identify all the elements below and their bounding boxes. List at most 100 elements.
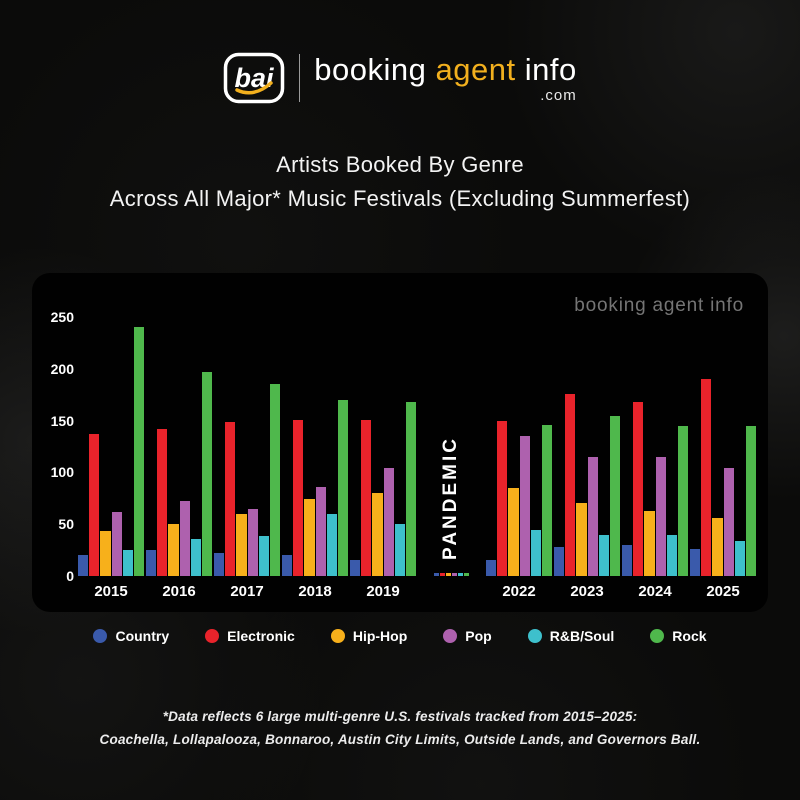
bar-rock-2017: [269, 384, 281, 576]
bar-country-2019: [350, 560, 361, 576]
wordmark-suffix: .com: [540, 86, 577, 104]
bar-country-2023: [554, 547, 565, 576]
bar-group-2024: 2024: [622, 317, 689, 600]
bar-rock-pandemic: [463, 572, 469, 576]
x-axis-label-2015: 2015: [94, 583, 128, 600]
bar-group-pandemic: PANDEMIC: [418, 317, 484, 576]
legend-label-pop: Pop: [465, 628, 492, 644]
bar-pop-2015: [111, 511, 122, 576]
pandemic-label: PANDEMIC: [440, 436, 461, 560]
legend-swatch-rock: [650, 629, 665, 643]
legend-label-rock: Rock: [672, 628, 707, 644]
plot-area: 2015 2016 2017 2018 2019 PANDEMIC 2022 2023 2024…: [78, 317, 757, 600]
bar-pop-2022: [519, 436, 530, 576]
bar-hip-hop-2022: [508, 487, 519, 576]
legend-label-r-b-soul: R&B/Soul: [549, 628, 615, 644]
bar-rock-2018: [337, 399, 349, 576]
y-tick-50: 50: [58, 516, 74, 533]
bar-pop-2023: [587, 456, 598, 576]
bar-pop-2017: [247, 508, 258, 576]
bar-rock-2019: [405, 401, 417, 576]
bar-pop-2016: [179, 501, 190, 576]
bar-country-2018: [282, 555, 293, 576]
bar-group-2017: 2017: [214, 317, 281, 600]
bar-hip-hop-2023: [576, 503, 587, 576]
x-axis-label-2024: 2024: [638, 583, 672, 600]
bar-group-2016: 2016: [146, 317, 213, 600]
bar-hip-hop-2025: [712, 517, 723, 576]
bar-r-b-soul-2025: [734, 540, 745, 576]
x-axis-label-2022: 2022: [502, 583, 536, 600]
bar-r-b-soul-2022: [530, 530, 541, 576]
footnote-line-1: *Data reflects 6 large multi-genre U.S. …: [162, 709, 638, 724]
bar-pop-2025: [723, 468, 734, 576]
bar-pop-2018: [315, 486, 326, 576]
bar-r-b-soul-2018: [326, 513, 337, 576]
title-line-1: Artists Booked By Genre: [276, 152, 524, 177]
legend-swatch-pop: [443, 629, 458, 643]
x-axis-label-2017: 2017: [230, 583, 264, 600]
bar-country-2017: [214, 553, 225, 576]
bar-r-b-soul-pandemic: [457, 572, 463, 576]
bar-rock-2025: [745, 425, 757, 576]
bar-r-b-soul-2017: [258, 535, 269, 576]
bar-country-2022: [486, 560, 497, 576]
legend-label-country: Country: [115, 628, 170, 644]
bar-rock-2024: [677, 425, 689, 576]
x-axis-label-2023: 2023: [570, 583, 604, 600]
bar-pop-pandemic: [451, 572, 457, 576]
legend-swatch-electronic: [205, 629, 220, 643]
bar-hip-hop-2017: [236, 513, 247, 576]
bar-electronic-2025: [701, 379, 712, 576]
bar-group-2023: 2023: [554, 317, 621, 600]
brand-logo: bai booking agent info .com: [0, 52, 800, 104]
bar-hip-hop-2015: [100, 531, 111, 576]
bar-country-pandemic: [433, 572, 439, 576]
bar-rock-2015: [133, 327, 145, 576]
bar-country-2016: [146, 550, 157, 576]
wordmark-info: info: [515, 51, 577, 87]
bar-group-2025: 2025: [690, 317, 757, 600]
x-axis-label-2016: 2016: [162, 583, 196, 600]
bar-r-b-soul-2015: [122, 550, 133, 576]
bar-electronic-2015: [89, 434, 100, 576]
bar-r-b-soul-2019: [394, 524, 405, 576]
legend-item-hip-hop: Hip-Hop: [330, 628, 407, 644]
x-axis-label-2018: 2018: [298, 583, 332, 600]
y-tick-250: 250: [50, 309, 74, 325]
logo-divider: [299, 54, 301, 102]
bar-electronic-2019: [361, 419, 372, 576]
y-tick-0: 0: [66, 568, 74, 584]
bar-electronic-2024: [633, 401, 644, 576]
bar-group-2019: 2019: [350, 317, 417, 600]
bar-country-2015: [78, 555, 89, 576]
bar-pop-2019: [383, 468, 394, 576]
bar-rock-2022: [541, 424, 553, 576]
legend-label-electronic: Electronic: [227, 628, 295, 644]
y-tick-100: 100: [50, 464, 74, 481]
logo-mark-text: bai: [235, 63, 275, 93]
chart-panel: booking agent info 0 50 100 150 200 250 2015 2…: [32, 273, 768, 612]
legend-item-pop: Pop: [443, 628, 492, 644]
wordmark-booking: booking: [314, 51, 436, 87]
wordmark-agent: agent: [435, 51, 516, 87]
footnote: *Data reflects 6 large multi-genre U.S. …: [0, 706, 800, 752]
bar-pop-2024: [655, 456, 666, 576]
bar-r-b-soul-2016: [190, 538, 201, 576]
bar-hip-hop-2024: [644, 510, 655, 576]
y-tick-150: 150: [50, 412, 74, 429]
bar-group-2018: 2018: [282, 317, 349, 600]
y-tick-200: 200: [50, 360, 74, 377]
bar-electronic-2017: [225, 421, 236, 576]
wordmark-text: booking agent info: [314, 54, 576, 85]
y-axis-labels: 0 50 100 150 200 250: [40, 309, 74, 584]
chart-watermark: booking agent info: [574, 295, 744, 316]
legend-item-r-b-soul: R&B/Soul: [527, 628, 615, 644]
x-axis-label-2019: 2019: [366, 583, 400, 600]
legend-item-electronic: Electronic: [205, 628, 295, 644]
bar-hip-hop-2018: [304, 499, 315, 576]
bar-electronic-2016: [157, 428, 168, 576]
footnote-line-2: Coachella, Lollapalooza, Bonnaroo, Austi…: [99, 731, 701, 747]
bar-country-2024: [622, 544, 633, 576]
